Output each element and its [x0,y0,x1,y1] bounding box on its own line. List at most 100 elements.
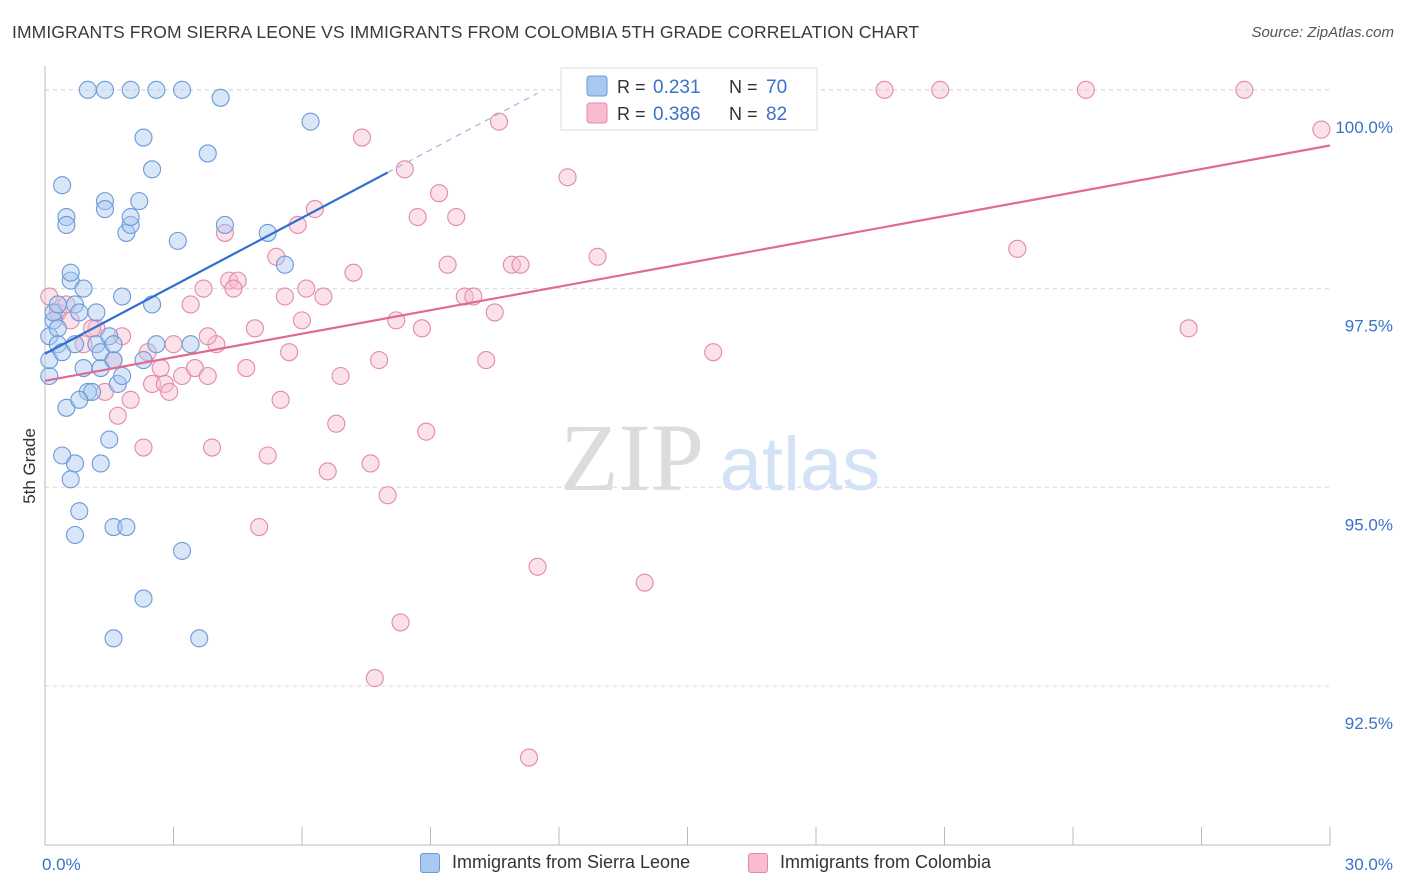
data-point-sierra-leone [87,303,106,322]
data-point-colombia [224,279,243,298]
legend-bottom: Immigrants from Sierra Leone Immigrants … [0,852,1406,878]
data-point-sierra-leone [121,80,140,99]
legend-r-value-2: 0.386 [653,104,701,125]
data-point-sierra-leone [117,517,136,537]
data-point-colombia [160,382,179,401]
data-point-sierra-leone [130,192,149,211]
legend-item-sierra-leone: Immigrants from Sierra Leone [420,852,690,873]
data-point-colombia [185,359,204,378]
axes [44,66,1331,846]
data-point-sierra-leone [143,295,162,314]
grid-lines [45,89,1330,687]
data-point-colombia [181,295,200,314]
watermark-zip: ZIP [560,404,704,511]
data-point-colombia [331,366,350,386]
data-point-colombia [297,279,316,298]
data-point-sierra-leone [211,88,230,107]
data-point-sierra-leone [134,351,153,370]
data-point-colombia [1235,80,1254,99]
data-point-colombia [271,390,290,409]
data-point-colombia [485,303,504,322]
data-point-sierra-leone [91,454,110,473]
data-point-colombia [378,486,397,505]
data-point-colombia [151,359,170,378]
data-point-colombia [588,247,607,266]
y-tick-label: 92.5% [1345,714,1393,733]
data-point-sierra-leone [181,335,200,354]
data-point-sierra-leone [61,470,80,489]
data-point-colombia [438,255,457,274]
data-point-sierra-leone [113,287,132,306]
trend-lines [44,92,1331,382]
data-point-colombia [275,287,294,306]
data-point-colombia [408,207,427,227]
watermark-atlas: atlas [720,422,881,507]
y-tick-labels: 92.5% 95.0% 97.5% 100.0% [1335,118,1393,733]
watermark: ZIP atlas [560,404,880,511]
y-tick-label: 97.5% [1345,317,1393,336]
data-point-colombia [519,748,539,767]
data-point-sierra-leone [65,525,85,545]
data-point-colombia [1179,319,1198,338]
data-point-sierra-leone [57,207,76,227]
data-point-colombia [489,112,509,131]
data-point-colombia [245,319,264,338]
data-point-sierra-leone [143,160,162,179]
data-point-colombia [198,327,217,346]
data-point-sierra-leone [83,382,102,401]
data-point-colombia [237,359,256,378]
trend-line-sierra-leone-extension [387,92,538,174]
data-point-sierra-leone [104,517,123,537]
trend-line-sierra-leone [44,171,389,355]
data-point-sierra-leone [57,398,76,417]
data-point-colombia [931,80,950,99]
data-point-colombia [417,422,436,441]
data-point-sierra-leone [95,192,115,211]
data-point-sierra-leone [198,144,217,163]
data-point-sierra-leone [53,446,72,465]
data-point-colombia [215,223,234,242]
data-point-colombia [395,160,414,179]
data-point-colombia [203,438,222,457]
y-tick-label: 100.0% [1335,118,1393,137]
data-point-sierra-leone [134,128,153,147]
legend-n-value-2: 82 [766,104,787,125]
source-label: Source: ZipAtlas.com [1251,24,1394,41]
data-point-colombia [412,319,431,338]
legend-swatch-colombia [748,852,768,873]
legend-r-label-1: R = [617,77,646,97]
data-point-sierra-leone [275,255,294,274]
data-point-colombia [511,255,530,274]
data-point-sierra-leone [215,215,234,235]
data-point-colombia [250,517,269,537]
legend-item-colombia: Immigrants from Colombia [748,852,991,873]
legend-r-label-2: R = [617,104,646,124]
x-tick-label: 30.0% [1345,855,1393,874]
legend-swatch-colombia [586,102,608,124]
data-point-sierra-leone [70,390,89,409]
x-tick-labels: 0.0% 30.0% [42,855,1393,874]
data-point-sierra-leone [61,271,80,290]
data-point-colombia [258,446,277,465]
data-point-sierra-leone [121,207,140,227]
data-point-sierra-leone [100,430,119,449]
data-point-sierra-leone [57,215,76,235]
data-point-colombia [198,366,217,386]
data-point-colombia [875,80,894,99]
data-point-sierra-leone [168,231,187,250]
data-point-colombia [134,438,153,457]
data-point-colombia [164,335,183,354]
data-point-sierra-leone [147,80,166,99]
x-tick-label: 0.0% [42,855,81,874]
data-point-colombia [314,287,333,306]
data-point-colombia [704,343,723,362]
data-point-colombia [318,462,337,481]
legend-n-value-1: 70 [766,77,787,98]
legend-swatch-sierra-leone [586,75,608,97]
legend-swatch-sierra-leone [420,852,440,873]
data-point-colombia [327,414,346,433]
data-point-colombia [344,263,363,282]
data-point-sierra-leone [134,589,153,608]
data-point-colombia [370,351,389,370]
